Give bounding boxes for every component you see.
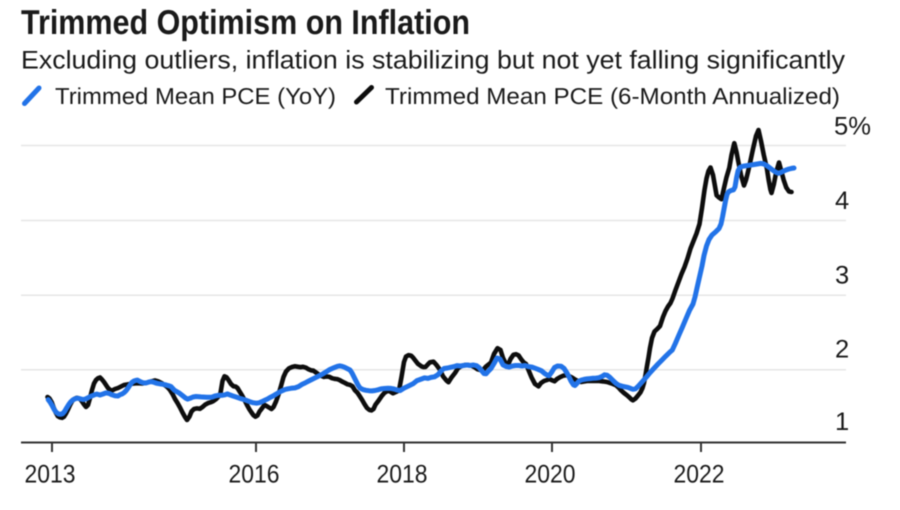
svg-text:2020: 2020 [525,461,576,489]
svg-text:2013: 2013 [25,461,76,489]
svg-text:2022: 2022 [674,461,725,489]
svg-text:4: 4 [835,187,849,215]
svg-text:1: 1 [835,408,849,436]
svg-text:Excluding outliers, inflation: Excluding outliers, inflation is stabili… [21,47,845,75]
svg-text:2018: 2018 [377,461,428,489]
svg-text:3: 3 [835,262,849,290]
svg-text:Trimmed Optimism on Inflation: Trimmed Optimism on Inflation [21,4,470,42]
svg-text:Trimmed Mean PCE (6-Month Annu: Trimmed Mean PCE (6-Month Annualized) [385,83,840,109]
svg-text:2016: 2016 [229,461,280,489]
svg-text:5%: 5% [834,113,871,141]
svg-text:Trimmed Mean PCE (YoY): Trimmed Mean PCE (YoY) [55,83,336,109]
svg-text:2: 2 [835,336,849,364]
